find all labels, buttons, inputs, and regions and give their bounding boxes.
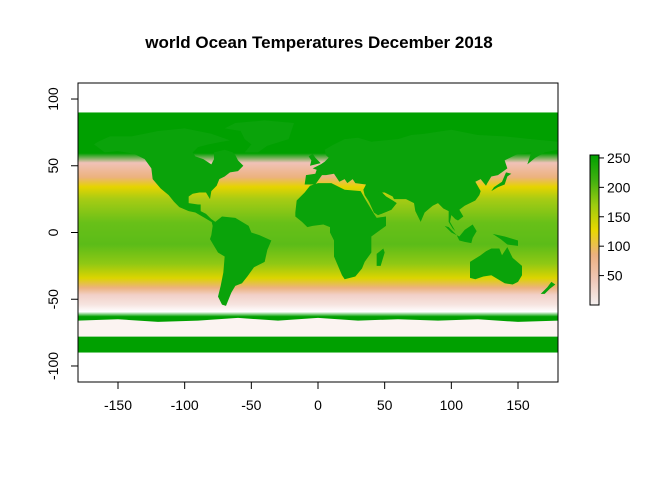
x-tick-label: -150 — [104, 397, 132, 413]
landmass-madagascar — [376, 248, 385, 266]
landmass-south-america — [210, 216, 272, 306]
landmass-eurasia — [304, 129, 558, 232]
sea-ice-fringe — [78, 317, 558, 337]
legend-colorbar — [589, 154, 600, 306]
landmass-arabia-gap-fill — [364, 189, 397, 216]
y-axis: -100 -50 0 50 100 — [45, 87, 79, 380]
legend-tick-label: 200 — [607, 179, 631, 195]
legend-tick-label: 250 — [607, 150, 631, 166]
ocean-temperature-raster — [78, 112, 558, 353]
x-tick-label: -50 — [241, 397, 261, 413]
landmass-uk — [308, 153, 321, 166]
landmass-borneo-sumatra — [444, 224, 477, 244]
y-tick-label: 100 — [45, 87, 61, 111]
legend-tick-label: 50 — [607, 268, 623, 284]
landmass-japan — [491, 172, 512, 192]
landmass-greenland — [224, 120, 294, 153]
x-axis: -150 -100 -50 0 50 100 150 — [104, 381, 530, 413]
landmass-north-america — [94, 128, 244, 222]
legend-tick-label: 150 — [607, 209, 631, 225]
x-tick-label: -100 — [171, 397, 199, 413]
color-legend: 50 100 150 200 250 — [589, 150, 631, 306]
legend-tick-label: 100 — [607, 238, 631, 254]
landmass-australia — [470, 247, 522, 285]
landmass-africa — [295, 183, 386, 280]
x-tick-label: 0 — [314, 397, 322, 413]
y-tick-label: 0 — [45, 228, 61, 236]
landmass-new-zealand — [540, 281, 556, 294]
x-tick-label: 100 — [440, 397, 464, 413]
x-tick-label: 50 — [377, 397, 393, 413]
y-tick-label: 50 — [45, 158, 61, 174]
landmass-new-guinea — [492, 233, 518, 246]
y-tick-label: -100 — [45, 352, 61, 380]
y-tick-label: -50 — [45, 289, 61, 309]
x-tick-label: 150 — [506, 397, 530, 413]
chart-title: world Ocean Temperatures December 2018 — [144, 33, 492, 52]
